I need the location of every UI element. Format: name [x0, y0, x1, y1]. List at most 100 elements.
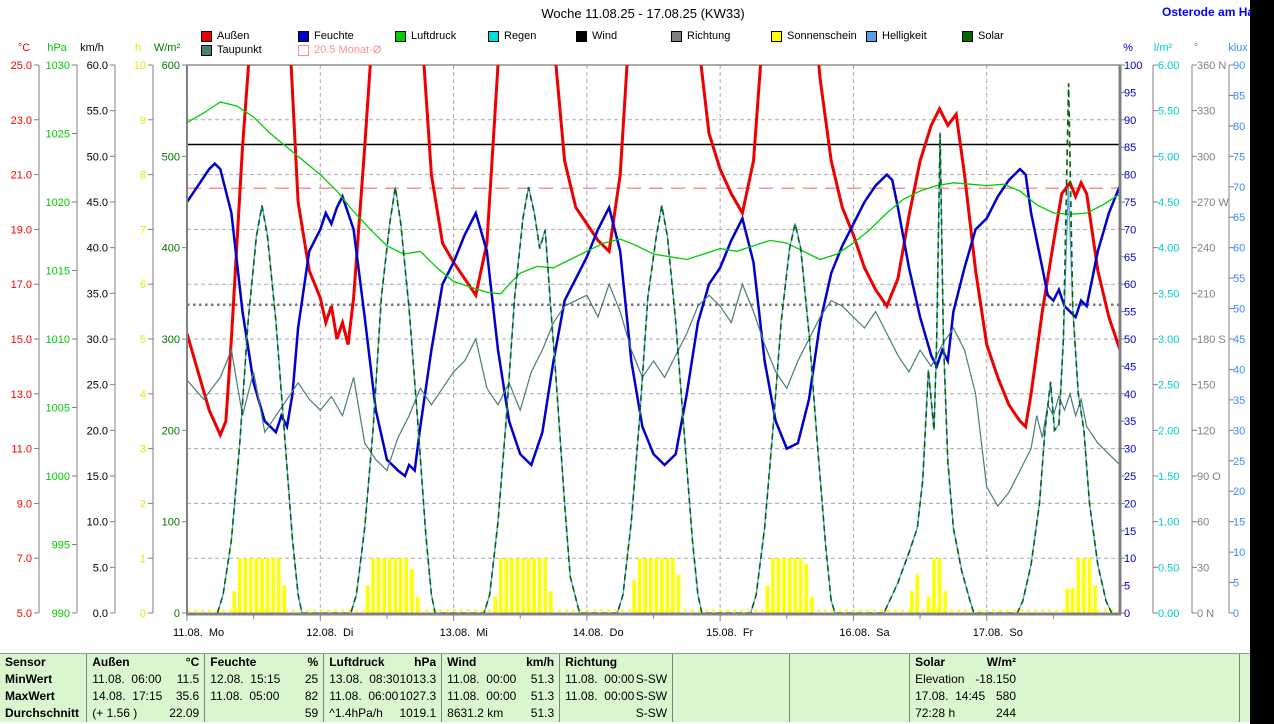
table-row-label: Sensor — [5, 654, 81, 671]
page-title: Woche 11.08.25 - 17.08.25 (KW33) — [541, 6, 745, 21]
y-tick-label: 1010 — [46, 334, 70, 346]
y-tick-label: 0 — [1124, 608, 1130, 620]
screen-edge-black-strip — [1250, 0, 1274, 724]
table-cell: 11.08. 00:00 51.3 — [447, 671, 554, 688]
table-row-label-text: Durchschnitt — [5, 706, 80, 720]
table-cell: 14.08. 17:15 35.6 — [92, 688, 199, 705]
table-cell: 11.08. 05:00 82 — [210, 688, 318, 705]
table-cell: (+ 1.56 ) 22.09 — [92, 705, 199, 722]
y-tick-label: 55 — [1124, 307, 1136, 319]
axis-wm2: 600 500 400 300 200 100 0 — [162, 60, 187, 620]
table-cell-value: 51.3 — [530, 672, 555, 686]
table-row-label: Durchschnitt — [5, 705, 81, 722]
y-tick-label: 10.0 — [87, 517, 108, 529]
y-tick-label: 30 — [1124, 444, 1136, 456]
legend-swatch — [771, 30, 782, 42]
y-tick-label: 45.0 — [87, 197, 108, 209]
legend-swatch — [962, 30, 973, 42]
table-cell: 72:28 h 244 — [915, 705, 1234, 722]
y-tick-label: 3.50 — [1158, 288, 1179, 300]
table-cell-value: 244 — [995, 706, 1016, 720]
y-tick-label: 270 W — [1197, 197, 1229, 209]
table-cell: Luftdruck hPa — [329, 654, 436, 671]
legend-item-regen: Regen — [488, 30, 536, 42]
y-tick-label: 0.50 — [1158, 562, 1179, 574]
y-tick-label: 100 — [162, 517, 180, 529]
table-cell-value: 59 — [304, 706, 319, 720]
legend-item-20-5-monat-: 20.5 Monat-Ø — [298, 44, 381, 56]
y-tick-label: 17.0 — [11, 279, 32, 291]
table-cell: 11.08. 00:00 51.3 — [447, 688, 554, 705]
y-tick-label: 15 — [1233, 517, 1245, 529]
y-tick-label: 90 O — [1197, 471, 1221, 483]
table-cell-value: 580 — [995, 689, 1016, 703]
table-cell: 12.08. 15:15 25 — [210, 671, 318, 688]
y-tick-label: 15.0 — [87, 471, 108, 483]
table-cell-label: 11.08. 06:00 — [329, 689, 399, 703]
legend-label: Sonnenschein — [787, 30, 857, 42]
table-cell-label: 12.08. 15:15 — [210, 672, 281, 686]
table-column-wind: Wind km/h 11.08. 00:00 51.3 11.08. 00:00 51.3… — [441, 654, 559, 722]
table-cell-label: Solar — [915, 655, 946, 669]
y-tick-label: 2 — [140, 498, 146, 510]
table-cell-label: Richtung — [565, 655, 618, 669]
y-tick-label: 500 — [162, 151, 180, 163]
table-cell-value — [678, 705, 784, 722]
y-tick-label: 20 — [1233, 486, 1245, 498]
legend-item-richtung: Richtung — [671, 30, 730, 42]
y-tick-label: 0 — [140, 608, 146, 620]
table-cell-value: W/m² — [986, 655, 1016, 669]
table-column-empty — [789, 654, 909, 722]
table-cell: 11.08. 06:00 1027.3 — [329, 688, 436, 705]
legend-item-wind: Wind — [576, 30, 617, 42]
y-tick-label: 55.0 — [87, 106, 108, 118]
legend-label: 20.5 Monat-Ø — [314, 44, 382, 56]
legend-swatch — [201, 44, 212, 56]
y-tick-label: 55 — [1233, 273, 1245, 285]
y-tick-label: 35 — [1124, 416, 1136, 428]
axis-pct: 1009590858075706560555045403530252015105… — [1120, 60, 1142, 620]
y-tick-label: 60 — [1233, 243, 1245, 255]
table-row-label-text: MaxWert — [5, 689, 55, 703]
legend-label: Luftdruck — [411, 30, 457, 42]
y-tick-label: 10 — [1124, 553, 1136, 565]
y-tick-label: 2.50 — [1158, 380, 1179, 392]
y-tick-label: 20.0 — [87, 425, 108, 437]
table-cell-value — [678, 688, 784, 705]
table-cell-label: 11.08. 00:00 — [565, 672, 635, 686]
y-tick-label: 300 — [1197, 151, 1215, 163]
table-cell: Außen °C — [92, 654, 199, 671]
table-cell-label: 11.08. 00:00 — [447, 672, 517, 686]
table-cell-value: -18.150 — [975, 672, 1016, 686]
y-tick-label: 30.0 — [87, 334, 108, 346]
y-tick-label: 0 — [174, 608, 180, 620]
y-tick-label: 180 S — [1197, 334, 1226, 346]
y-tick-label: 25.0 — [87, 380, 108, 392]
axis-temp: 25.0 23.0 21.0 19.0 17.0 15.0 13.0 11.0 9.0 7.0 5.… — [11, 60, 40, 620]
table-cell: 13.08. 08:30 1013.3 — [329, 671, 436, 688]
table-cell-value: 35.6 — [175, 689, 200, 703]
y-tick-label: 75 — [1124, 197, 1136, 209]
y-tick-label: 7 — [140, 224, 146, 236]
series-luftdruck-line — [187, 101, 1120, 295]
table-cell-value: 11.5 — [176, 672, 200, 686]
y-tick-label: 25.0 — [11, 60, 32, 72]
y-tick-label: 7.0 — [17, 553, 32, 565]
y-tick-label: 1 — [140, 553, 146, 565]
axis-kmh: 60.0 55.0 50.0 45.0 40.0 35.0 30.0 25.0 20.0 15.0… — [87, 60, 116, 620]
y-tick-label: 10 — [134, 60, 146, 72]
y-tick-label: 330 — [1197, 106, 1215, 118]
y-tick-label: 0 N — [1197, 608, 1214, 620]
y-tick-label: 1030 — [46, 60, 70, 72]
table-cell-value: S-SW — [635, 689, 668, 703]
y-tick-label: 75 — [1233, 151, 1245, 163]
axis-lm2: 6.00 5.50 5.00 4.50 4.00 3.50 3.00 2.50 2.00 1.50… — [1152, 60, 1179, 620]
station-name: Osterode am Ha — [1162, 5, 1255, 19]
y-tick-label: 4 — [140, 389, 146, 401]
y-tick-label: 360 N — [1197, 60, 1226, 72]
axis-unit-header: klux — [1228, 42, 1248, 54]
table-cell-value — [617, 654, 667, 671]
y-tick-label: 3.00 — [1158, 334, 1179, 346]
y-tick-label: 3 — [140, 444, 146, 456]
